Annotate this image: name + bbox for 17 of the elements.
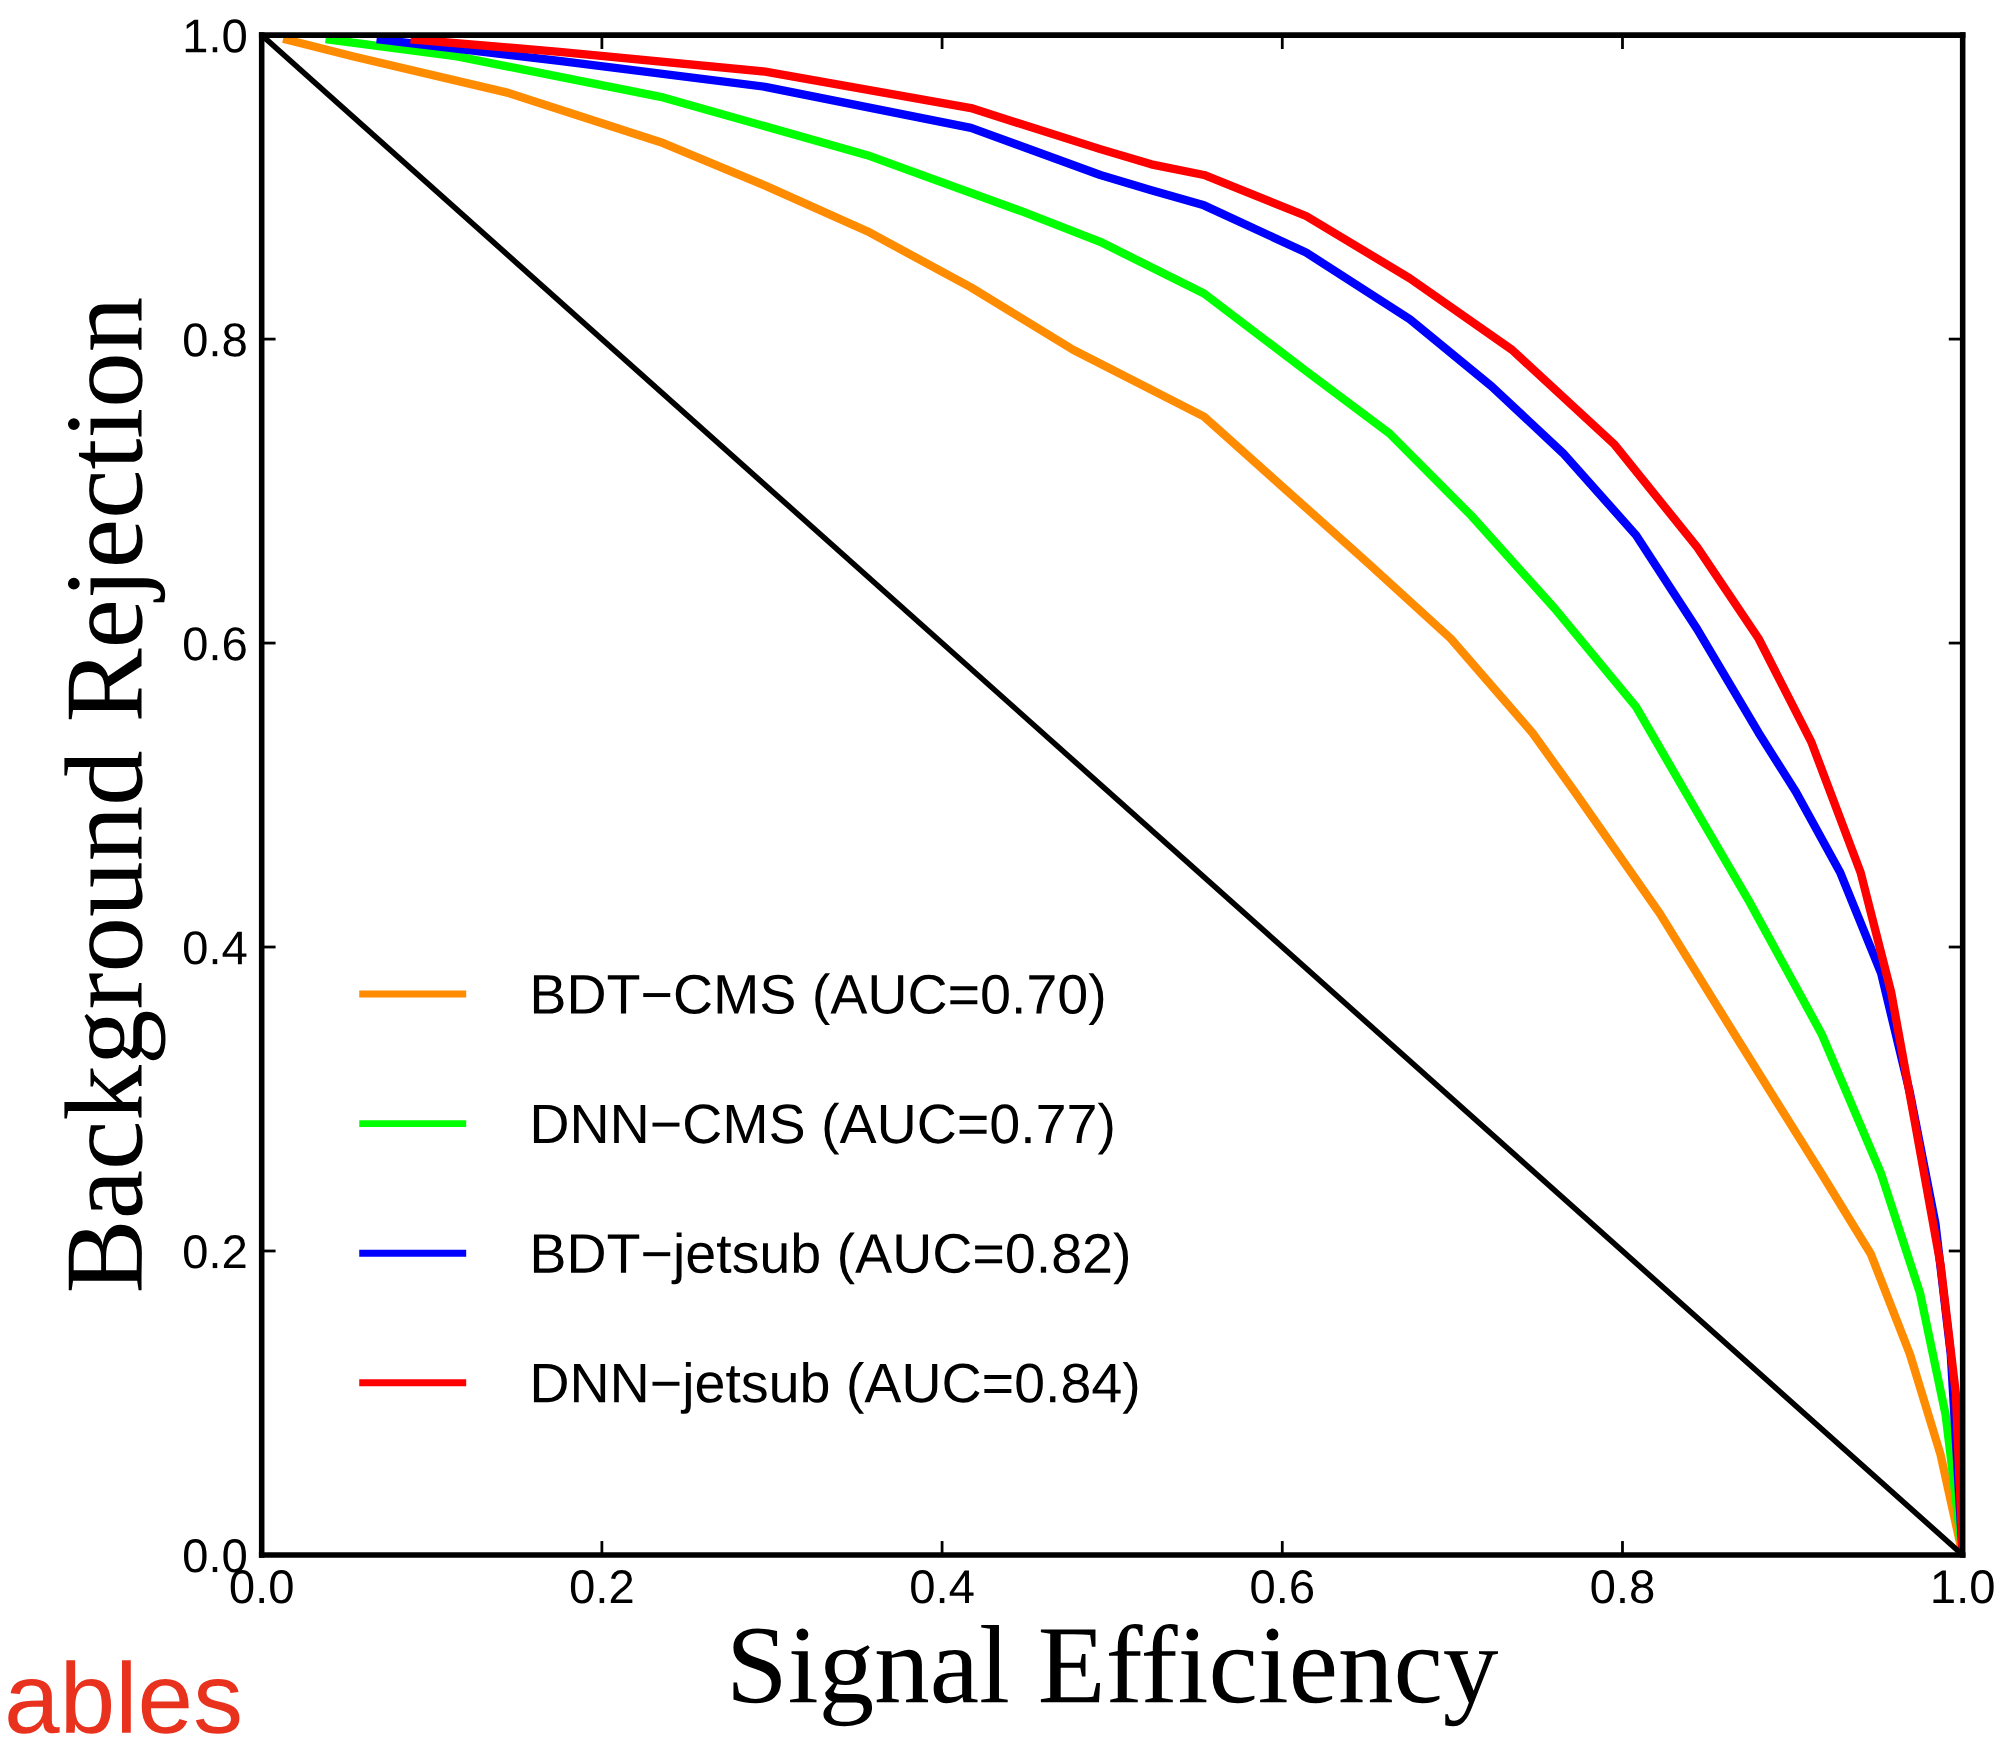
y-tick-label: 1.0	[185, 19, 246, 53]
legend-label: DNN−jetsub (AUC=0.84)	[533, 1361, 1138, 1414]
x-axis-title: Signal Efficiency	[733, 1623, 1498, 1727]
y-axis-title: Background Rejection	[64, 298, 166, 1291]
y-tick-label: 0.6	[184, 627, 246, 661]
x-tick-label: 1.0	[1933, 1570, 1994, 1604]
text: ables	[8, 1660, 240, 1734]
legend-label: BDT−jetsub (AUC=0.82)	[533, 1232, 1129, 1285]
y-tick-label: 0.2	[184, 1235, 246, 1269]
y-tick-label: 0.8	[184, 323, 246, 357]
x-tick-label: 0.4	[911, 1570, 974, 1604]
y-tick-label: 0.4	[184, 931, 247, 965]
x-tick-label: 0.8	[1591, 1570, 1654, 1604]
legend-label: BDT−CMS (AUC=0.70)	[533, 973, 1104, 1026]
legend-label: DNN−CMS (AUC=0.77)	[533, 1102, 1113, 1155]
x-tick-label: 0.2	[570, 1570, 633, 1604]
x-tick-label: 0.6	[1251, 1570, 1314, 1604]
